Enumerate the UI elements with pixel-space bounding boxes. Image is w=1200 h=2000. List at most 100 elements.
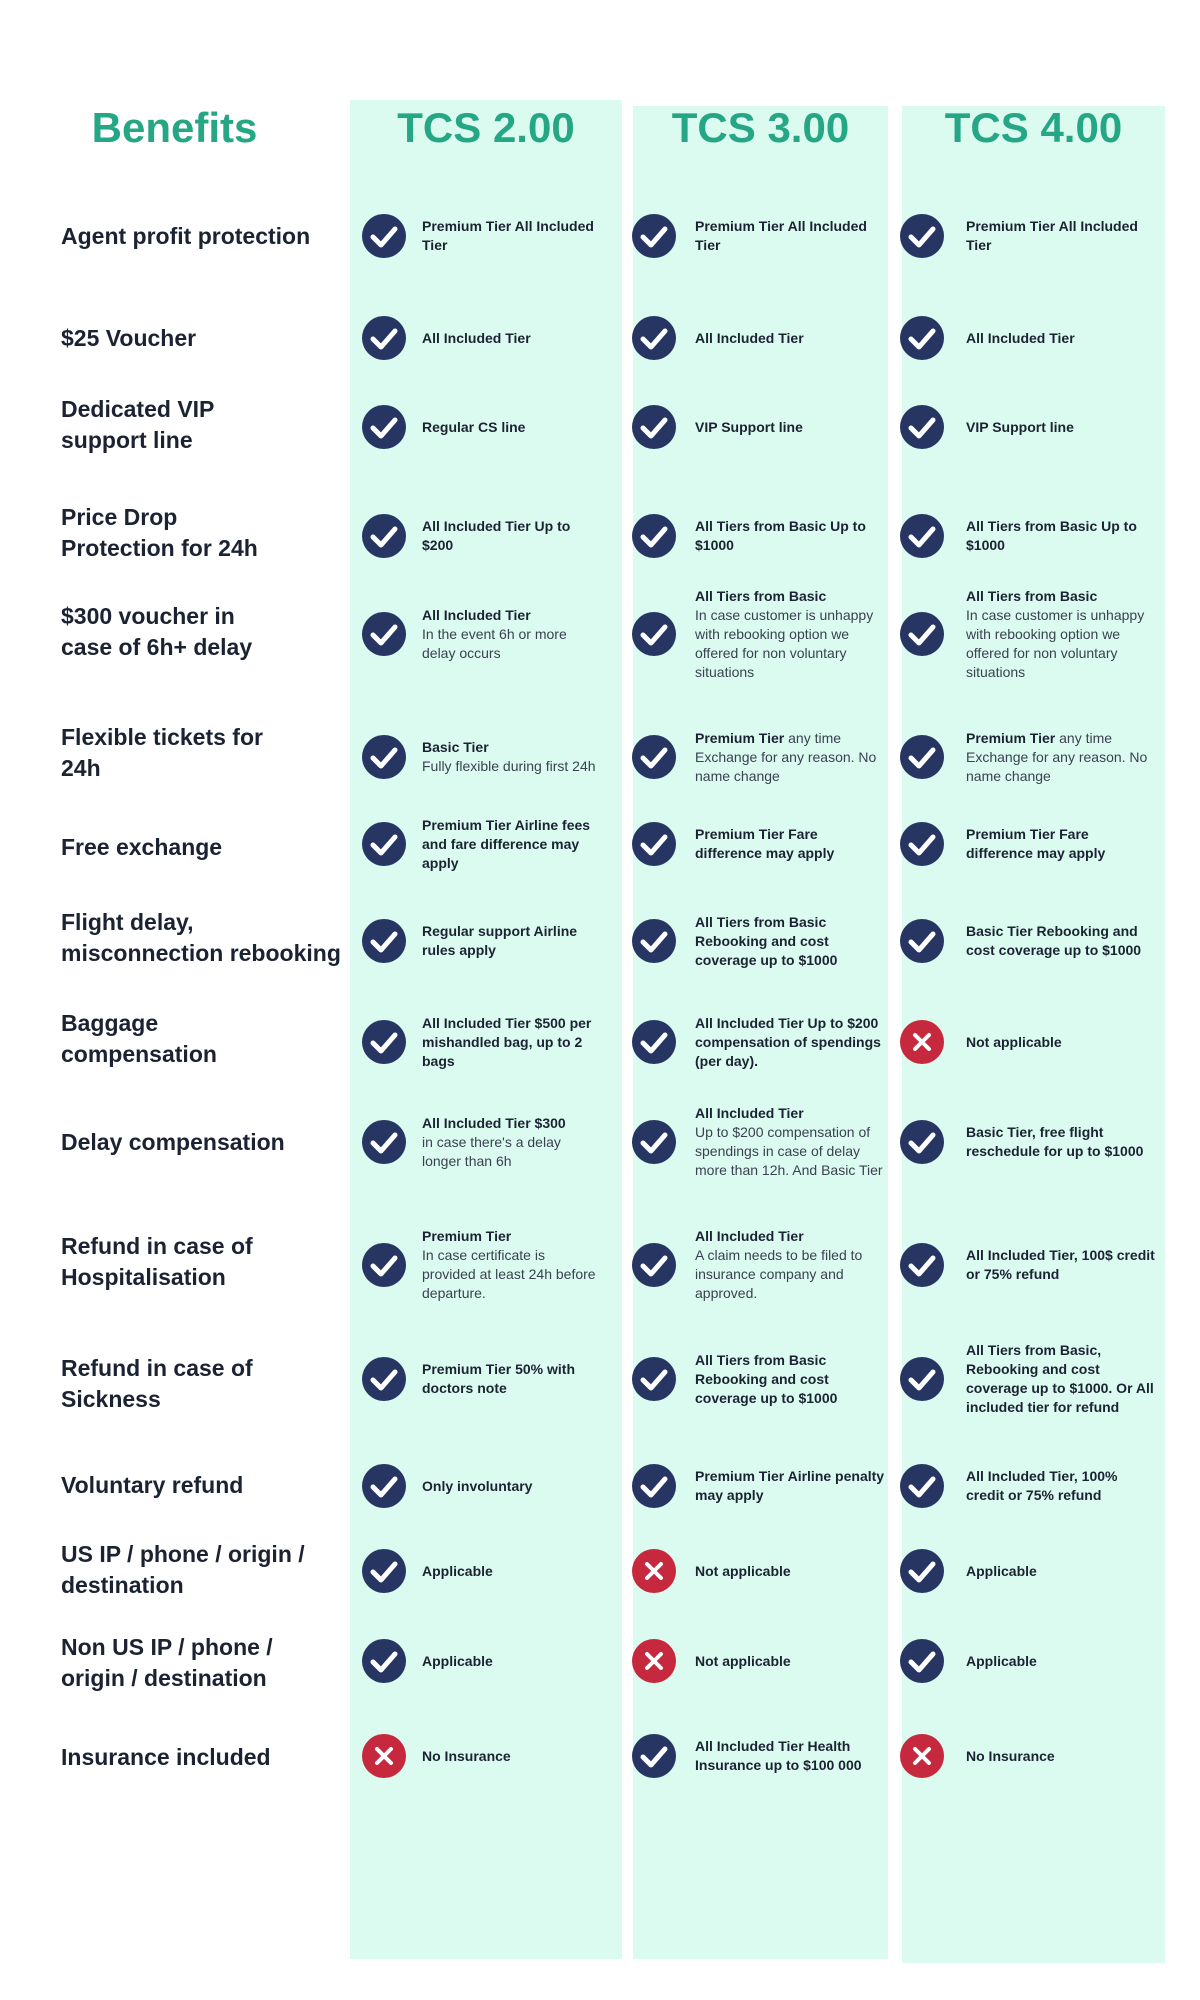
cell-title: Basic Tier Rebooking and cost coverage u… xyxy=(966,923,1142,958)
check-icon xyxy=(900,1549,944,1593)
cell-title: Not applicable xyxy=(695,1563,791,1579)
cell-description: In case certificate is provided at least… xyxy=(422,1247,596,1301)
benefit-label: Insurance included xyxy=(61,1744,271,1770)
cell-title: Applicable xyxy=(966,1653,1037,1669)
cell-text: VIP Support line xyxy=(695,418,885,437)
cross-icon xyxy=(900,1020,944,1064)
cell-text: Applicable xyxy=(966,1562,1158,1581)
cell-title: All Included Tier xyxy=(422,607,531,623)
cell-text: Not applicable xyxy=(695,1652,885,1671)
column-heading-tcs-3: TCS 3.00 xyxy=(671,104,850,151)
cell-title: Premium Tier All Included Tier xyxy=(422,218,594,253)
cell-text: All Tiers from Basic, Rebooking and cost… xyxy=(966,1341,1158,1417)
cell-title: Basic Tier, free flight reschedule for u… xyxy=(966,1124,1144,1159)
check-icon xyxy=(900,1639,944,1683)
cell-title: Premium Tier xyxy=(695,730,785,746)
cell-text: Premium Tier In case certificate is provi… xyxy=(422,1227,597,1303)
cell-text: All Included Tier Up to $200 compensatio… xyxy=(695,1014,885,1071)
cell-text: Premium Tier All Included Tier xyxy=(695,217,885,255)
cell-text: All Tiers from Basic Rebooking and cost … xyxy=(695,913,885,970)
cell-title: All Tiers from Basic Up to $1000 xyxy=(966,518,1137,553)
cell-text: VIP Support line xyxy=(966,418,1158,437)
cell-description: in case there's a delay longer than 6h xyxy=(422,1134,561,1169)
cell-title: Regular CS line xyxy=(422,419,526,435)
cell-text: All Included Tier xyxy=(695,329,885,348)
cell-title: All Included Tier Health Insurance up to… xyxy=(695,1738,862,1773)
check-icon xyxy=(900,1357,944,1401)
cell-text: All Included Tier, 100% credit or 75% re… xyxy=(966,1467,1158,1505)
cell-title: Premium Tier Airline penalty may apply xyxy=(695,1468,885,1503)
cell-title: Basic Tier xyxy=(422,739,489,755)
cross-icon xyxy=(632,1639,676,1683)
cell-text: Premium Tier All Included Tier xyxy=(422,217,597,255)
cell-title: All Included Tier $300 xyxy=(422,1115,566,1131)
check-icon xyxy=(362,1243,406,1287)
cell-title: All Tiers from Basic, Rebooking and cost… xyxy=(966,1342,1154,1415)
cell-title: All Included Tier Up to $200 compensatio… xyxy=(695,1015,881,1069)
cell-text: Premium Tier any time Exchange for any r… xyxy=(966,729,1158,786)
check-icon xyxy=(900,405,944,449)
benefit-label: Delay compensation xyxy=(61,1129,285,1155)
cell-text: Only involuntary xyxy=(422,1477,597,1496)
cell-title: No Insurance xyxy=(966,1748,1055,1764)
check-icon xyxy=(900,214,944,258)
cell-text: Premium Tier Airline fees and fare diffe… xyxy=(422,816,597,873)
cell-title: Premium Tier xyxy=(966,730,1056,746)
cell-text: All Included Tier Health Insurance up to… xyxy=(695,1737,885,1775)
cell-title: All Tiers from Basic Rebooking and cost … xyxy=(695,914,838,968)
cell-title: All Tiers from Basic Rebooking and cost … xyxy=(695,1352,838,1406)
cell-title: Applicable xyxy=(422,1653,493,1669)
check-icon xyxy=(362,514,406,558)
cell-title: Applicable xyxy=(966,1563,1037,1579)
cell-text: All Tiers from Basic Rebooking and cost … xyxy=(695,1351,885,1408)
benefit-label: Non US IP / phone / origin / destination xyxy=(61,1634,273,1691)
benefit-label: US IP / phone / origin / destination xyxy=(61,1541,305,1598)
cell-title: All Tiers from Basic xyxy=(695,588,827,604)
cell-text: All Tiers from Basic In case customer is … xyxy=(966,587,1158,682)
check-icon xyxy=(362,316,406,360)
check-icon xyxy=(632,1020,676,1064)
check-icon xyxy=(632,514,676,558)
cell-description: In case customer is unhappy with rebooki… xyxy=(966,607,1145,680)
benefit-label: Free exchange xyxy=(61,834,223,860)
cell-text: Premium Tier Airline penalty may apply xyxy=(695,1467,885,1505)
benefit-label: Voluntary refund xyxy=(61,1472,244,1498)
cell-description: A claim needs to be filed to insurance c… xyxy=(695,1247,863,1301)
check-icon xyxy=(900,612,944,656)
check-icon xyxy=(362,1464,406,1508)
cell-text: All Included Tier Up to $200 compensation… xyxy=(695,1104,885,1180)
cell-text: All Included Tier In the event 6h or more… xyxy=(422,606,597,663)
check-icon xyxy=(362,612,406,656)
check-icon xyxy=(900,822,944,866)
benefits-heading: Benefits xyxy=(91,104,258,151)
cell-text: Not applicable xyxy=(695,1562,885,1581)
cell-title: All Included Tier xyxy=(695,1105,804,1121)
cross-icon xyxy=(900,1734,944,1778)
cell-title: Premium Tier Airline fees and fare diffe… xyxy=(422,817,591,871)
check-icon xyxy=(900,316,944,360)
cell-text: Premium Tier All Included Tier xyxy=(966,217,1158,255)
cell-title: Not applicable xyxy=(966,1034,1062,1050)
cell-text: Basic Tier Rebooking and cost coverage u… xyxy=(966,922,1158,960)
cell-description: Up to $200 compensation of spendings in … xyxy=(695,1124,883,1178)
benefit-label: Flight delay, misconnection rebooking xyxy=(61,909,341,966)
cell-description: In the event 6h or more delay occurs xyxy=(422,626,567,661)
check-icon xyxy=(632,1120,676,1164)
cell-title: All Tiers from Basic Up to $1000 xyxy=(695,518,866,553)
check-icon xyxy=(362,214,406,258)
benefit-label: Price Drop Protection for 24h xyxy=(61,504,258,561)
check-icon xyxy=(362,1357,406,1401)
cross-icon xyxy=(632,1549,676,1593)
column-heading-tcs-2: TCS 2.00 xyxy=(397,104,575,151)
cell-text: All Included Tier, 100$ credit or 75% re… xyxy=(966,1246,1158,1284)
cell-text: Regular CS line xyxy=(422,418,597,437)
cross-icon xyxy=(362,1734,406,1778)
benefit-label: Agent profit protection xyxy=(61,223,311,249)
cell-text: All Included Tier xyxy=(966,329,1158,348)
cell-title: All Tiers from Basic xyxy=(966,588,1098,604)
cell-text: Premium Tier 50% with doctors note xyxy=(422,1360,597,1398)
column-background-tcs-4 xyxy=(902,106,1165,1963)
cell-description: any time Exchange for any reason. No nam… xyxy=(966,730,1148,784)
column-background-tcs-3 xyxy=(633,106,888,1959)
